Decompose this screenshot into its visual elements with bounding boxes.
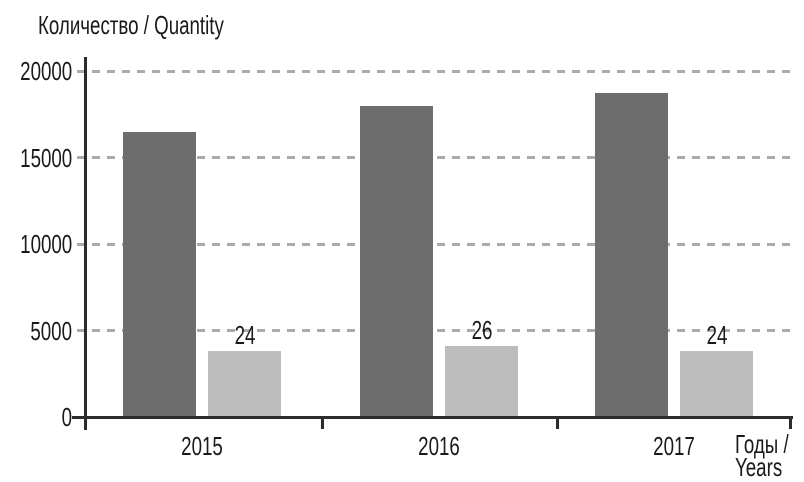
bar-dark-2016	[360, 105, 433, 417]
bar-data-label-2016: 26	[471, 315, 492, 346]
x-tick-label-2016: 2016	[418, 431, 460, 461]
gridline-20000	[77, 69, 793, 73]
x-axis-title-line2: Years	[735, 452, 783, 482]
x-axis-title-line1: Годы /	[735, 429, 789, 459]
gridline-10000	[77, 242, 793, 246]
y-tick-label-10000: 10000	[20, 229, 73, 259]
x-axis-tick-2016	[556, 417, 559, 429]
gridline-5000	[77, 329, 793, 332]
y-tick-label-20000: 20000	[20, 56, 73, 86]
x-axis-tick-2017	[789, 417, 792, 429]
bar-light-2015	[208, 351, 281, 417]
x-tick-label-2017: 2017	[653, 431, 695, 461]
y-tick-label-0: 0	[61, 402, 72, 432]
x-axis-title: Годы / Years	[735, 429, 804, 482]
bar-dark-2015	[123, 131, 196, 417]
x-tick-label-2015: 2015	[181, 431, 223, 461]
y-tick-label-15000: 15000	[20, 142, 73, 173]
bar-light-2017	[680, 351, 753, 417]
gridline-15000	[77, 156, 793, 159]
bar-dark-2017	[595, 93, 668, 417]
bar-light-2016	[445, 346, 518, 417]
y-axis-line	[84, 57, 87, 430]
chart-title: Количество / Quantity	[38, 10, 224, 40]
y-tick-label-5000: 5000	[30, 315, 72, 346]
bar-data-label-2017: 24	[706, 320, 727, 351]
x-axis-tick-2015	[321, 417, 324, 429]
x-axis-line	[72, 416, 793, 419]
bar-data-label-2015: 24	[234, 320, 255, 351]
